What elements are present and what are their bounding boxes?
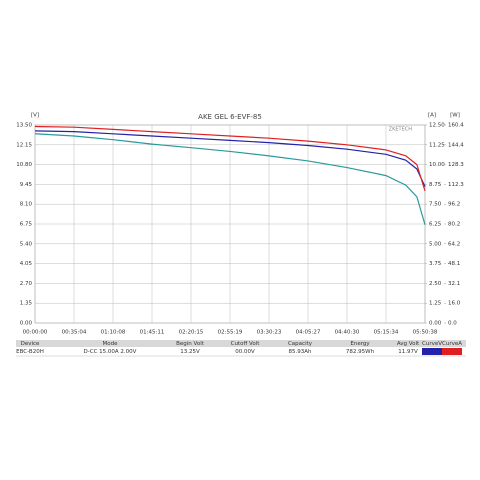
y3-tick-label: 48.1	[448, 261, 460, 267]
x-tick-label: 04:40:30	[335, 330, 360, 336]
table-header: Device	[21, 341, 40, 347]
y2-tick-label: 11.25	[429, 142, 445, 148]
x-tick-label: 05:15:34	[374, 330, 399, 336]
y3-tick-label: 96.2	[448, 202, 460, 208]
table-header: Avg Volt	[397, 341, 420, 347]
y2-tick-label: 12.50	[429, 123, 445, 129]
chart-title: AKE GEL 6-EVF-85	[198, 113, 262, 121]
table-header: Mode	[103, 341, 119, 347]
y3-tick-label: 32.1	[448, 281, 460, 287]
y-tick-label: 1.35	[20, 301, 33, 307]
table-cell: 782.95Wh	[346, 349, 375, 355]
y2-tick-label: 1.25	[429, 301, 442, 307]
table-header: CurveA	[442, 341, 462, 347]
y-tick-label: 8.10	[20, 202, 33, 208]
y3-tick-label: 16.0	[448, 301, 461, 307]
y2-tick-label: 8.75	[429, 182, 442, 188]
table-header: Begin Volt	[176, 341, 205, 347]
y2-tick-label: 0.00	[429, 321, 442, 327]
y3-tick-label: 160.4	[448, 123, 464, 129]
data-line	[34, 130, 426, 187]
y-tick-label: 10.80	[16, 162, 32, 168]
y-unit: [V]	[31, 113, 39, 119]
x-tick-label: 05:50:38	[413, 330, 438, 336]
curve-swatch	[422, 348, 442, 355]
y3-tick-label: 64.2	[448, 241, 460, 247]
table-header: Cutoff Volt	[231, 341, 261, 347]
curve-swatch	[442, 348, 462, 355]
x-tick-label: 00:35:04	[62, 330, 87, 336]
table-header: Capacity	[288, 341, 313, 347]
table-cell: 11.97V	[398, 349, 418, 355]
table-header-bg	[16, 340, 466, 347]
y2-unit: [A]	[428, 113, 436, 119]
table-cell: 85.93Ah	[289, 349, 313, 355]
y2-tick-label: 5.00	[429, 241, 442, 247]
table-cell: 13.25V	[180, 349, 200, 355]
x-tick-label: 03:30:23	[257, 330, 282, 336]
x-tick-label: 04:05:27	[296, 330, 321, 336]
y-tick-label: 9.45	[20, 182, 33, 188]
table-header: Energy	[350, 341, 370, 347]
table-cell: 00.00V	[235, 349, 255, 355]
y3-tick-label: 0.0	[448, 321, 457, 327]
watermark: ZKETECH	[389, 127, 413, 133]
y-tick-label: 0.00	[20, 321, 33, 327]
y3-tick-label: 144.4	[448, 142, 464, 148]
x-tick-label: 01:10:08	[101, 330, 126, 336]
data-line	[34, 125, 426, 192]
y2-tick-label: 6.25	[429, 222, 442, 228]
y-tick-label: 13.50	[16, 123, 32, 129]
y-tick-label: 2.70	[20, 281, 33, 287]
data-line	[34, 133, 426, 225]
y3-tick-label: 112.3	[448, 182, 464, 188]
y-tick-label: 6.75	[20, 222, 33, 228]
x-tick-label: 00:00:00	[23, 330, 48, 336]
y2-tick-label: 7.50	[429, 202, 442, 208]
y2-tick-label: 2.50	[429, 281, 442, 287]
table-cell: D-CC 15.00A 2.00V	[84, 349, 137, 355]
y2-tick-label: 3.75	[429, 261, 442, 267]
x-tick-label: 01:45:11	[140, 330, 165, 336]
y2-tick-label: 10.00	[429, 162, 445, 168]
y-tick-label: 4.05	[20, 261, 33, 267]
table-header: CurveV	[422, 341, 442, 347]
x-tick-label: 02:55:19	[218, 330, 243, 336]
y3-tick-label: 128.3	[448, 162, 464, 168]
table-cell: EBC-B20H	[16, 349, 44, 355]
y-tick-label: 12.15	[16, 142, 32, 148]
y3-tick-label: 80.2	[448, 222, 460, 228]
x-tick-label: 02:20:15	[179, 330, 204, 336]
y-tick-label: 5.40	[20, 241, 33, 247]
y3-unit: [W]	[450, 113, 460, 119]
